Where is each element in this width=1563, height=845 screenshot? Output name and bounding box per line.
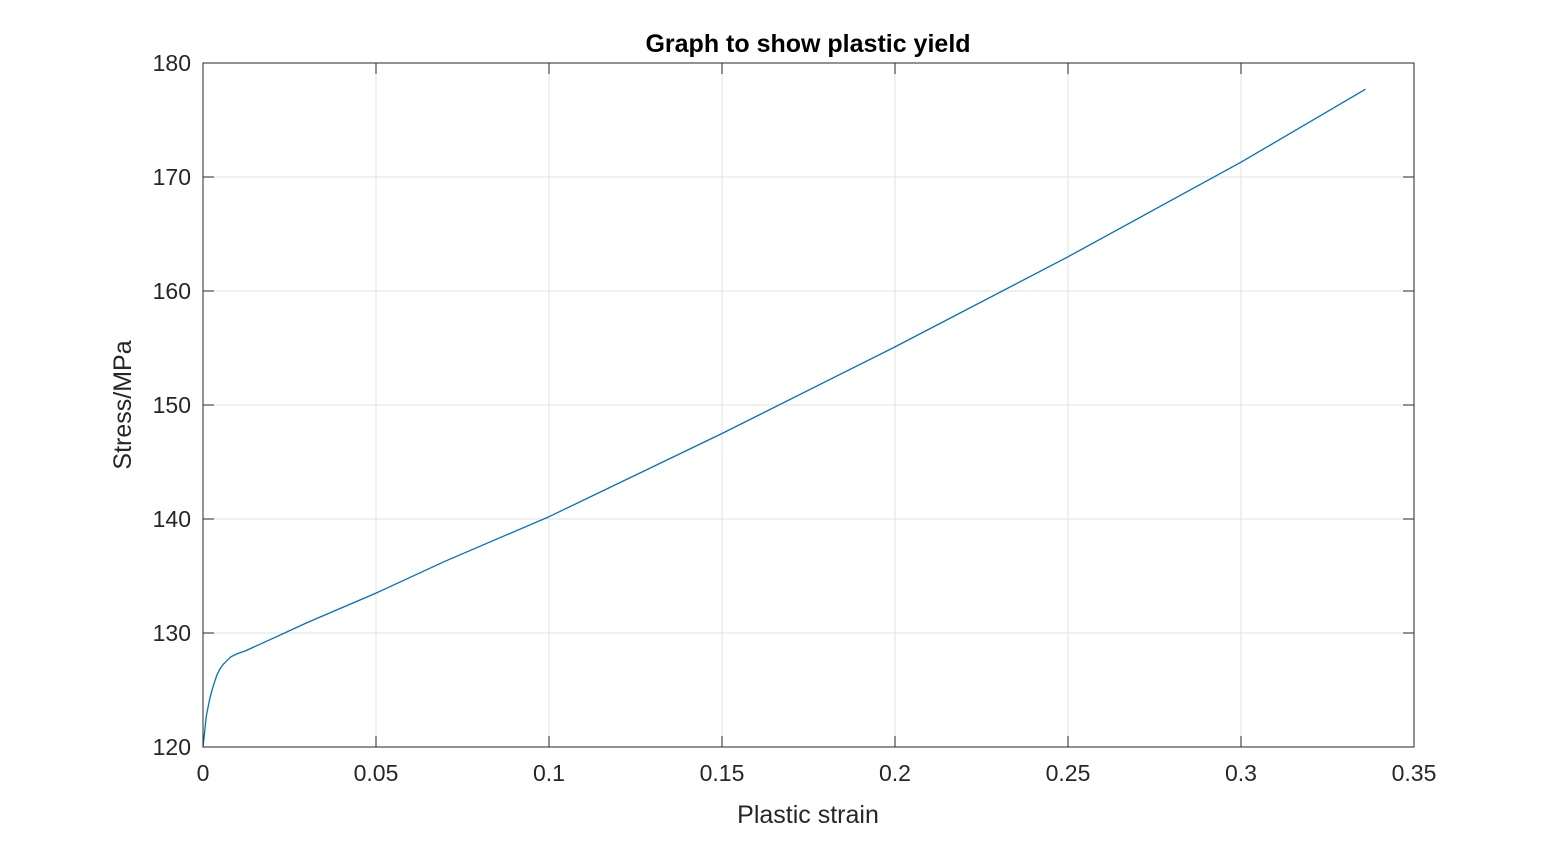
y-axis-label: Stress/MPa	[109, 340, 137, 469]
y-tick-label: 120	[153, 734, 191, 760]
x-axis-label: Plastic strain	[737, 801, 879, 829]
x-tick-label: 0.2	[879, 760, 911, 786]
chart-title: Graph to show plastic yield	[645, 30, 970, 58]
grid-lines	[203, 63, 1414, 747]
series-line	[202, 88, 1366, 748]
x-tick-label: 0.05	[354, 760, 399, 786]
x-tick-label: 0.35	[1392, 760, 1437, 786]
y-tick-label: 130	[153, 620, 191, 646]
tick-labels: 0 0.05 0.1 0.15 0.2 0.25 0.3 0.35 120 130 140 150 16…	[153, 50, 1437, 786]
x-tick-label: 0.25	[1046, 760, 1091, 786]
y-tick-label: 160	[153, 278, 191, 304]
data-series	[202, 88, 1366, 748]
y-tick-label: 170	[153, 164, 191, 190]
y-tick-label: 140	[153, 506, 191, 532]
x-tick-label: 0	[197, 760, 210, 786]
x-tick-label: 0.1	[533, 760, 565, 786]
x-tick-label: 0.3	[1225, 760, 1257, 786]
y-tick-label: 150	[153, 392, 191, 418]
x-tick-label: 0.15	[700, 760, 745, 786]
ticks	[202, 62, 1415, 748]
y-tick-label: 180	[153, 50, 191, 76]
